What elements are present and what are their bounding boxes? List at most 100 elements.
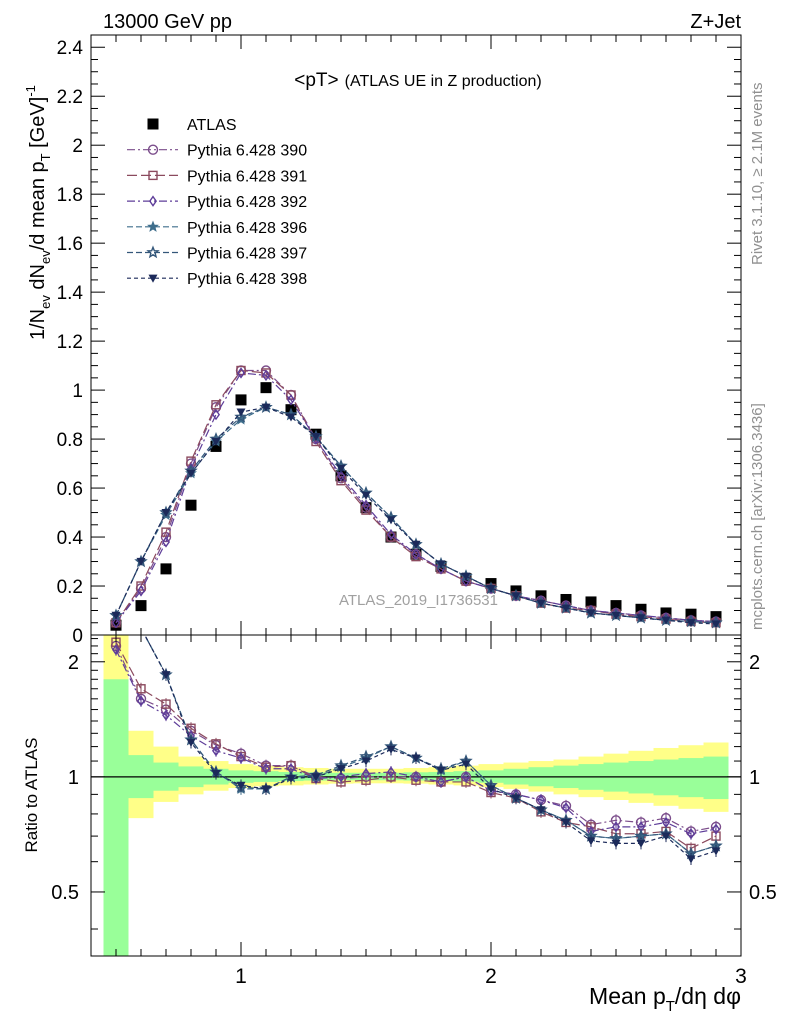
marker-square-open (286, 390, 296, 400)
marker-triangle-down-filled (461, 572, 471, 581)
mcplots-label: mcplots.cern.ch [arXiv:1306.3436] (749, 403, 766, 630)
ratio-series-3 (144, 635, 722, 860)
green-band-bin (103, 679, 129, 956)
marker-triangle-down-filled (361, 757, 371, 766)
marker-triangle-down-filled (686, 855, 696, 864)
marker-triangle-down-filled (586, 837, 596, 846)
series-line (115, 406, 717, 624)
marker-diamond-open (236, 752, 246, 764)
y-tick-label: 2.2 (57, 87, 83, 108)
legend-label: Pythia 6.428 392 (187, 194, 307, 211)
marker-square-filled (210, 440, 222, 452)
marker-square-filled (147, 118, 159, 130)
legend-item: Pythia 6.428 396 (127, 220, 307, 237)
marker-diamond-open (711, 823, 721, 835)
x-tick-label: 2 (485, 965, 497, 988)
legend-label: Pythia 6.428 397 (187, 246, 307, 263)
marker-triangle-down-filled (136, 557, 146, 567)
marker-diamond-open (386, 528, 396, 541)
legend-label: Pythia 6.428 398 (187, 271, 307, 288)
y-tick-label: 1.6 (57, 234, 83, 255)
marker-square-filled (135, 600, 147, 612)
ratio-bands (103, 635, 729, 956)
marker-square-open (148, 170, 158, 181)
green-band-bin (703, 756, 729, 800)
marker-triangle-down-filled (661, 616, 671, 625)
marker-triangle-down-filled (561, 818, 571, 827)
x-tick-label: 3 (735, 965, 747, 988)
legend: ATLAS Pythia 6.428 390 Pythia 6.428 391 Pyt… (127, 117, 307, 288)
marker-square-filled (185, 499, 197, 511)
marker-triangle-down-filled (261, 403, 271, 412)
marker-square-open (136, 581, 146, 591)
series-3 (111, 367, 721, 629)
marker-diamond-open (611, 821, 621, 833)
y-tick-label: 0.2 (57, 577, 83, 598)
marker-triangle-down-filled (661, 832, 671, 841)
y-tick-label: 1 (72, 381, 83, 402)
ratio-panel: 1 2 3 0.5 0.5 1 1 2 2 (51, 634, 777, 988)
legend-label: ATLAS (187, 117, 237, 134)
marker-diamond-open (211, 408, 221, 421)
marker-triangle-down-filled (611, 611, 621, 620)
marker-square-open (261, 368, 271, 378)
marker-triangle-down-filled (436, 560, 446, 569)
header-right: Z+Jet (690, 11, 741, 33)
marker-square-filled (260, 382, 272, 394)
ratio-y-tick-label: 2 (68, 652, 79, 674)
marker-diamond-open (336, 771, 346, 783)
watermark: ATLAS_2019_I1736531 (339, 592, 498, 609)
ratio-series-0 (110, 639, 722, 838)
y-tick-label: 2.4 (57, 38, 84, 59)
series-line (115, 406, 717, 624)
marker-triangle-down-filled (536, 806, 546, 815)
marker-triangle-down-filled (211, 437, 221, 447)
marker-triangle-down-filled (561, 604, 571, 613)
marker-triangle-down-filled (411, 754, 421, 763)
marker-triangle-down-filled (436, 766, 446, 775)
marker-triangle-down-filled (161, 508, 171, 518)
chart-subtitle: (ATLAS UE in Z production) (345, 73, 542, 90)
marker-triangle-down-filled (636, 614, 646, 623)
legend-label: Pythia 6.428 390 (187, 143, 307, 160)
marker-diamond-open (111, 644, 121, 656)
series-line (115, 369, 717, 624)
marker-square-filled (585, 596, 597, 608)
marker-triangle-down-filled (511, 794, 521, 803)
marker-triangle-down-filled (611, 839, 621, 848)
marker-triangle-down-filled (386, 745, 396, 754)
marker-square-open (161, 527, 171, 537)
marker-diamond-open (261, 369, 271, 382)
marker-triangle-down-filled (186, 738, 196, 747)
ratio-y-tick-label-right: 1 (749, 767, 760, 789)
chart-title: <pT> (294, 70, 338, 91)
legend-item: Pythia 6.428 392 (127, 194, 307, 211)
legend-item: Pythia 6.428 397 (127, 245, 307, 263)
marker-triangle-down-filled (411, 540, 421, 549)
marker-diamond-open (336, 470, 346, 482)
marker-diamond-open (686, 828, 696, 840)
marker-diamond-open (211, 745, 221, 757)
marker-triangle-down-filled (711, 620, 721, 629)
marker-triangle-down-filled (311, 433, 321, 442)
marker-triangle-down-filled (236, 781, 246, 790)
marker-triangle-down-filled (148, 274, 158, 283)
marker-triangle-down-filled (236, 408, 246, 417)
marker-triangle-down-filled (311, 773, 321, 782)
ratio-y-axis-label: Ratio to ATLAS (22, 738, 41, 853)
legend-item: Pythia 6.428 391 (127, 168, 307, 185)
marker-triangle-down-filled (261, 785, 271, 794)
marker-square-filled (110, 619, 122, 631)
ratio-series-2 (111, 643, 721, 840)
marker-triangle-down-filled (511, 592, 521, 601)
marker-diamond-open (261, 763, 271, 775)
marker-square-filled (560, 593, 572, 605)
marker-square-open (236, 365, 246, 376)
y-tick-label: 0.6 (57, 479, 83, 500)
series-1 (110, 365, 722, 628)
x-axis-label: Mean pT/dη dφ (589, 983, 741, 1015)
main-series (109, 365, 723, 631)
x-tick-label: 1 (235, 965, 247, 988)
marker-diamond-open (136, 695, 146, 707)
